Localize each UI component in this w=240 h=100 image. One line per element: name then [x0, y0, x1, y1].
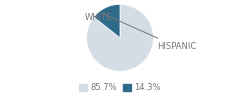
- Text: WHITE: WHITE: [85, 13, 112, 22]
- Wedge shape: [94, 4, 120, 38]
- Text: HISPANIC: HISPANIC: [102, 13, 196, 51]
- Legend: 85.7%, 14.3%: 85.7%, 14.3%: [76, 80, 164, 96]
- Wedge shape: [87, 4, 153, 71]
